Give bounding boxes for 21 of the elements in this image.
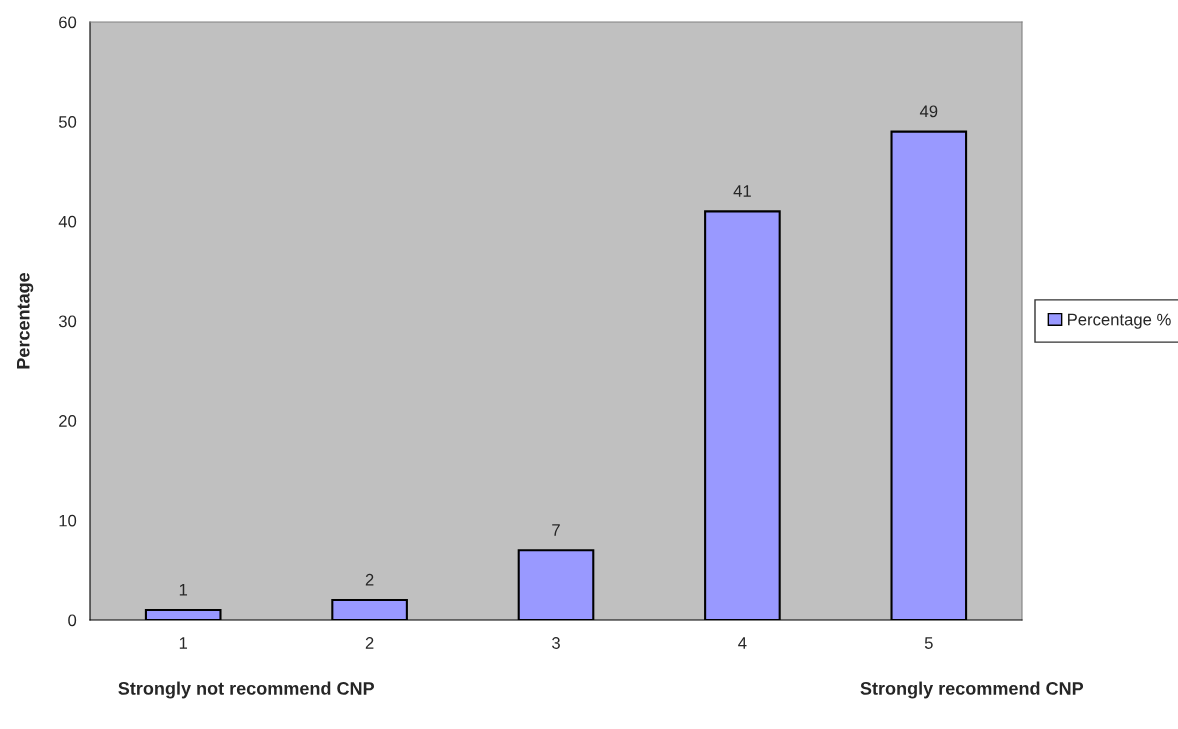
x-tick-label: 4 [738, 637, 747, 649]
x-tick-label: 5 [924, 637, 933, 649]
data-label: 1 [179, 584, 188, 596]
x-tick-label: 2 [365, 637, 374, 649]
legend-label: Percentage % [1068, 313, 1171, 329]
text: Strongly not recommend CNP [118, 681, 374, 699]
x-tick-label: 1 [179, 637, 188, 649]
y-tick-label: 20 [59, 415, 77, 427]
y-tick-label: 50 [58, 116, 77, 128]
y-axis-title: Percentage [17, 272, 34, 369]
y-tick-label: 0 [68, 614, 77, 627]
x-tick-label: 3 [552, 637, 560, 649]
data-label: 2 [365, 573, 374, 586]
data-label: 41 [733, 185, 751, 197]
y-tick-label: 40 [58, 215, 77, 228]
text: Strongly recommend CNP [860, 681, 1084, 699]
y-tick-label: 30 [58, 315, 77, 328]
data-label: 7 [552, 524, 560, 536]
data-label: 49 [919, 105, 938, 118]
y-tick-label: 10 [59, 514, 77, 527]
y-tick-label: 60 [59, 16, 77, 29]
